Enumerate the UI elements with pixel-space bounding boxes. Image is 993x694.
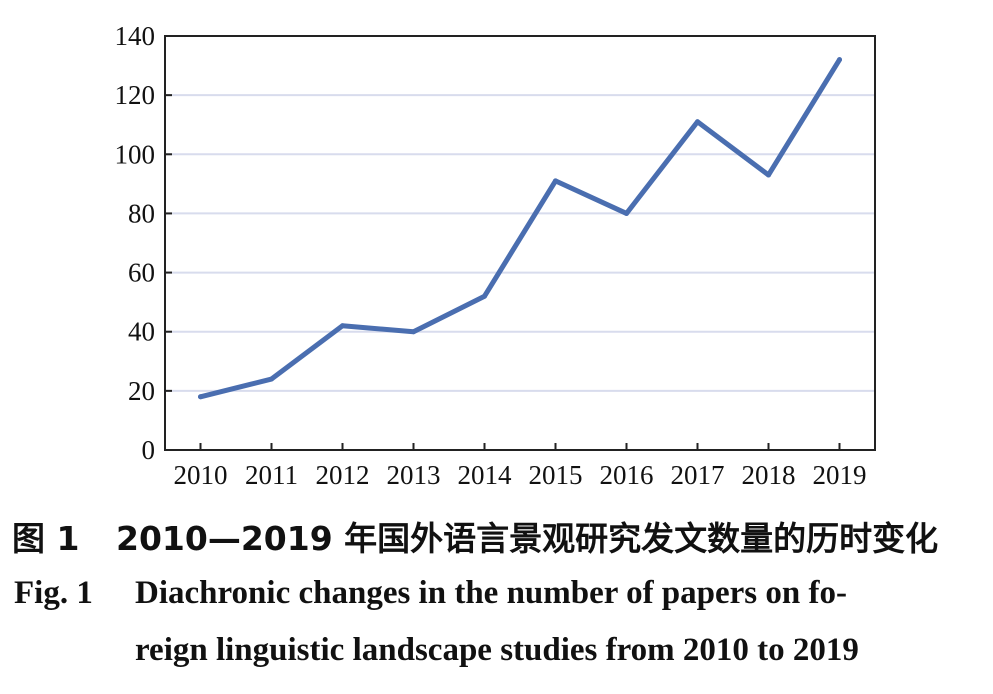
x-tick-label: 2018 <box>742 460 796 490</box>
x-tick-label: 2013 <box>387 460 441 490</box>
data-point <box>624 210 629 216</box>
y-tick-label: 20 <box>128 376 155 406</box>
data-point <box>553 178 558 184</box>
x-axis: 2010 2011 2012 2013 2014 2015 2016 2017 2018 2019 <box>174 443 867 490</box>
data-point <box>411 329 416 335</box>
data-point <box>269 376 274 382</box>
y-tick-label: 100 <box>115 139 156 169</box>
y-tick-label: 60 <box>128 258 155 288</box>
x-tick-label: 2012 <box>316 460 370 490</box>
figure-label-en: Fig. 1 <box>14 575 93 611</box>
data-point <box>695 119 700 125</box>
y-tick-label: 0 <box>142 435 156 465</box>
data-points <box>198 57 842 400</box>
data-point <box>482 293 487 299</box>
data-point <box>837 57 842 63</box>
data-point <box>766 172 771 178</box>
y-tick-label: 140 <box>115 21 156 51</box>
x-tick-label: 2015 <box>529 460 583 490</box>
series-line <box>198 57 842 400</box>
gridlines <box>165 94 875 392</box>
x-tick-label: 2011 <box>245 460 298 490</box>
x-tick-label: 2019 <box>813 460 867 490</box>
x-tick-label: 2014 <box>458 460 513 490</box>
x-tick-label: 2016 <box>600 460 654 490</box>
figure-title-en-line1: Diachronic changes in the number of pape… <box>135 575 847 611</box>
figure-title-cn: 2010—2019 年国外语言景观研究发文数量的历时变化 <box>116 519 939 558</box>
y-tick-label: 40 <box>128 317 155 347</box>
y-tick-label: 80 <box>128 198 155 228</box>
y-axis: 0 20 40 60 80 100 120 140 <box>115 21 172 465</box>
plot-frame <box>164 35 876 451</box>
data-point <box>340 323 345 329</box>
x-tick-label: 2017 <box>671 460 725 490</box>
figure-label-cn: 图 1 <box>12 519 80 558</box>
data-point <box>198 394 203 400</box>
y-tick-label: 120 <box>115 80 156 110</box>
figure-title-en-line2: reign linguistic landscape studies from … <box>135 632 859 668</box>
x-tick-label: 2010 <box>174 460 228 490</box>
